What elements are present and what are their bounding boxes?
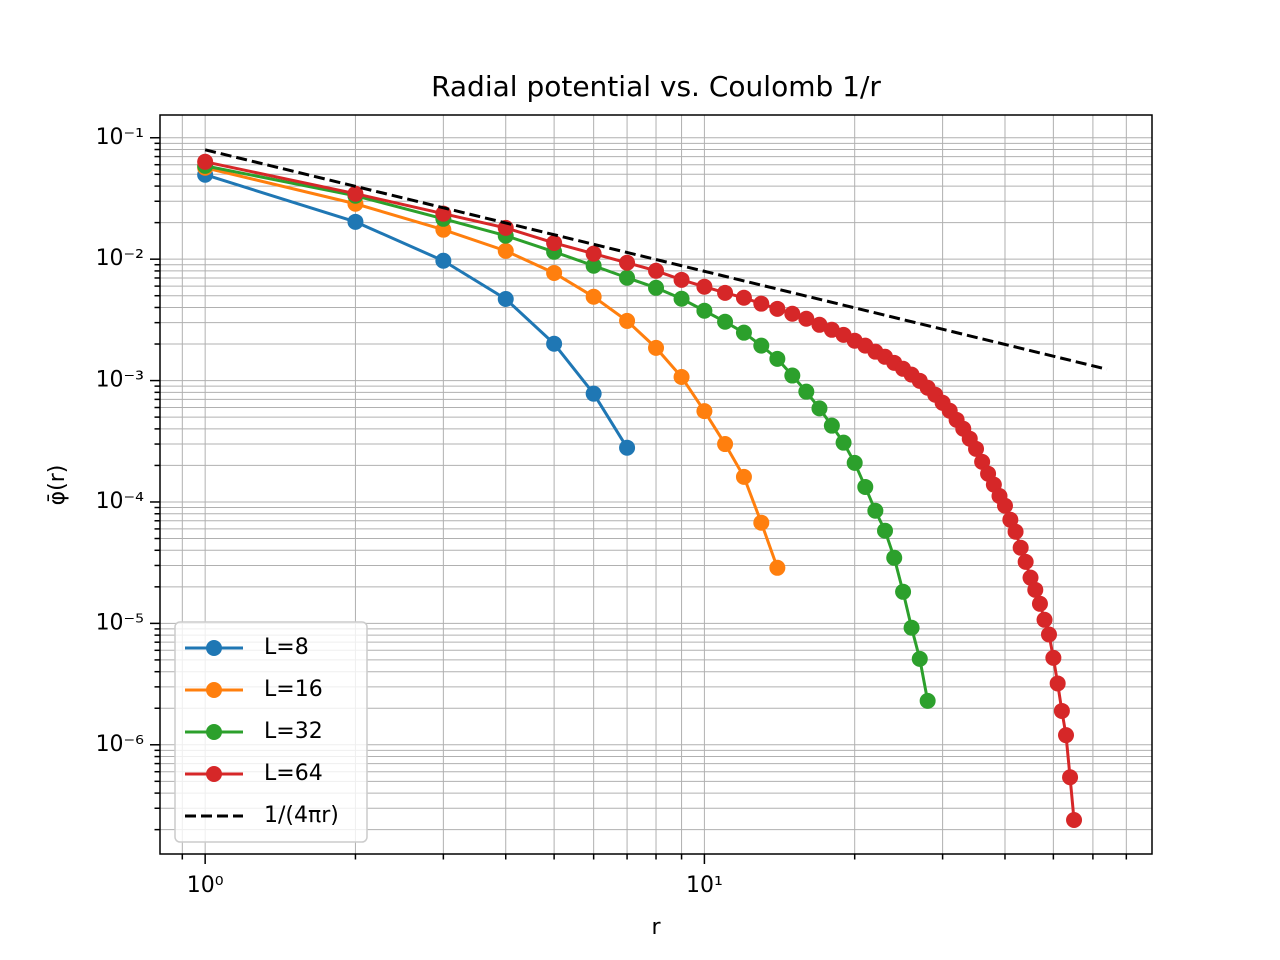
data-point [895,583,912,600]
legend-label: 1/(4πr) [264,803,339,828]
legend-marker [206,766,222,782]
data-point [784,367,801,384]
data-point [835,434,852,451]
data-point [197,153,214,170]
data-point [753,337,770,354]
legend-label: L=64 [264,761,323,786]
legend-label: L=8 [264,635,309,660]
data-point [798,310,815,327]
plot-area [197,148,1108,829]
data-point [546,234,563,251]
data-point [769,300,786,317]
data-point [717,313,734,330]
series-line [204,164,930,702]
data-point [497,242,514,259]
data-point [497,290,514,307]
data-point [435,252,452,269]
data-point [735,468,752,485]
data-point [735,324,752,341]
legend: L=8 L=16 L=32 L=64 1/(4πr) [174,621,368,843]
data-point [648,262,665,279]
data-point [919,692,936,709]
data-point [347,185,364,202]
series-line [204,148,1108,371]
data-point [1007,523,1024,540]
y-tick-label: 10⁻⁴ [96,489,145,514]
data-point [585,257,602,274]
legend-marker [206,640,222,656]
legend-label: L=16 [264,677,323,702]
data-point [1031,595,1048,612]
data-point [1027,581,1044,598]
y-tick-label: 10⁻¹ [96,125,144,150]
y-tick-label: 10⁻⁵ [96,610,144,635]
data-point [911,650,928,667]
data-point [1049,675,1066,692]
data-point [753,514,770,531]
data-point [1036,611,1053,628]
data-point [769,350,786,367]
data-point [877,522,894,539]
x-tick-label: 10⁰ [187,873,224,898]
y-tick-label: 10⁻³ [96,368,144,393]
y-tick-label: 10⁻² [96,246,144,271]
data-point [619,312,636,329]
data-point [867,502,884,519]
data-point [1022,569,1039,586]
data-point [996,497,1013,514]
data-point [648,339,665,356]
data-point [619,439,636,456]
data-point [968,440,985,457]
data-point [696,278,713,295]
data-point [585,288,602,305]
data-point [1012,539,1029,556]
data-point [769,559,786,576]
data-point [823,417,840,434]
data-point [696,403,713,420]
data-point [753,295,770,312]
data-point [857,478,874,495]
data-point [717,284,734,301]
data-point [619,269,636,286]
data-point [673,290,690,307]
data-point [1045,649,1062,666]
data-point [673,271,690,288]
data-point [696,302,713,319]
data-point [1062,769,1079,786]
y-tick-label: 10⁻⁶ [96,732,145,757]
data-point [546,335,563,352]
data-point [846,454,863,471]
data-point [648,279,665,296]
data-point [619,254,636,271]
legend-marker [206,724,222,740]
data-point [1017,553,1034,570]
data-point [798,383,815,400]
data-point [1066,812,1083,829]
data-point [717,436,734,453]
legend-marker [206,682,222,698]
legend-box [174,621,368,843]
data-point [1058,727,1075,744]
data-point [811,316,828,333]
x-axis-label: r [651,915,661,940]
data-point [974,453,991,470]
data-point [585,245,602,262]
data-point [546,264,563,281]
data-point [886,549,903,566]
data-point [1040,626,1057,643]
data-point [903,619,920,636]
data-point [811,400,828,417]
data-point [673,369,690,386]
y-axis-label: φ̄(r) [45,465,70,506]
chart-title: Radial potential vs. Coulomb 1/r [431,70,881,103]
data-point [585,385,602,402]
x-tick-label: 10¹ [686,873,723,898]
data-point [735,289,752,306]
data-point [784,305,801,322]
data-point [347,213,364,230]
legend-label: L=32 [264,719,323,744]
data-point [1053,702,1070,719]
